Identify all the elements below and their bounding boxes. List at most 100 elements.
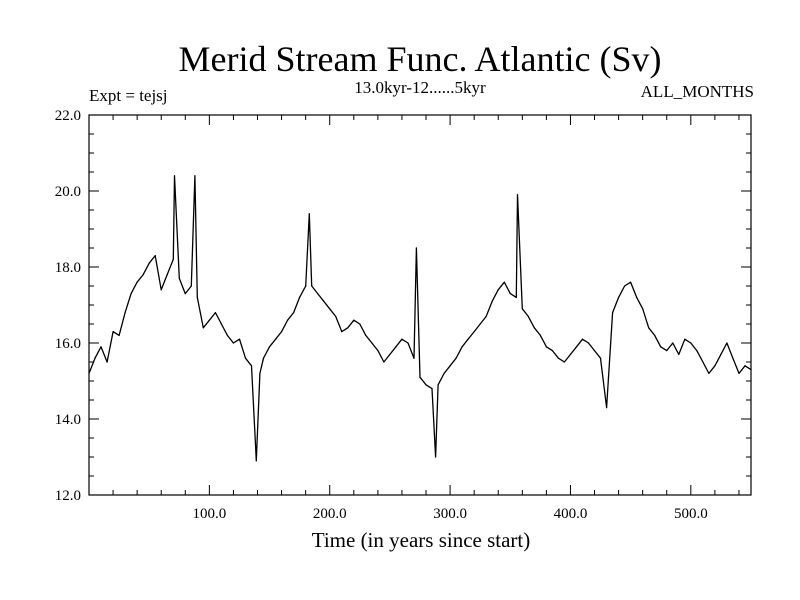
data-point (389, 353, 391, 355)
data-point (714, 365, 716, 367)
data-point (353, 319, 355, 321)
data-point (443, 372, 445, 374)
x-tick-label: 500.0 (674, 506, 708, 522)
data-point (238, 338, 241, 340)
data-point (208, 319, 210, 321)
data-point (473, 331, 475, 333)
data-point (581, 338, 584, 340)
x-tick-label: 200.0 (313, 506, 347, 522)
data-point (166, 274, 168, 276)
data-point (407, 342, 409, 344)
data-point (395, 346, 397, 348)
data-point (202, 327, 204, 329)
data-point (461, 346, 463, 348)
data-point (299, 296, 301, 298)
data-point (449, 365, 451, 367)
data-point (172, 258, 174, 260)
data-point (437, 384, 439, 386)
data-point (359, 323, 361, 325)
data-point (371, 342, 373, 344)
data-point (118, 334, 120, 336)
data-point (750, 369, 752, 371)
data-point (516, 194, 519, 196)
data-point (250, 365, 253, 367)
y-tick-label: 12.0 (55, 488, 81, 504)
x-tick-label: 400.0 (554, 506, 588, 522)
data-point (415, 247, 417, 249)
data-point (341, 331, 343, 333)
data-point (293, 312, 295, 314)
data-point (431, 388, 433, 390)
data-point (720, 353, 722, 355)
data-point (136, 281, 138, 283)
data-point (479, 323, 481, 325)
data-point (262, 357, 265, 359)
data-point (515, 296, 517, 298)
data-point (636, 296, 638, 298)
y-tick-label: 22.0 (55, 108, 81, 124)
data-point (485, 315, 487, 317)
data-point (642, 308, 644, 310)
data-point (599, 357, 602, 359)
data-point (624, 285, 626, 287)
data-point (435, 456, 437, 458)
data-point (268, 346, 271, 348)
data-point (244, 357, 247, 359)
data-point (281, 331, 283, 333)
data-point (593, 350, 596, 352)
data-point (527, 315, 529, 317)
data-point (214, 312, 216, 314)
data-point (618, 296, 620, 298)
data-point (255, 460, 257, 462)
data-point (557, 357, 560, 359)
data-point (287, 319, 289, 321)
data-point (587, 342, 590, 344)
series-line (88, 175, 752, 462)
x-tick-label: 300.0 (433, 506, 467, 522)
data-point (194, 175, 196, 177)
data-point (88, 372, 90, 374)
data-point (732, 357, 734, 359)
data-point (347, 327, 349, 329)
data-point (173, 175, 176, 177)
data-point (467, 338, 469, 340)
x-axis-label: Time (in years since start) (311, 528, 531, 552)
data-point (455, 357, 457, 359)
data-point (575, 346, 578, 348)
data-point (672, 342, 674, 344)
axis-ticks (89, 114, 751, 496)
data-point (654, 334, 656, 336)
data-point (563, 361, 566, 363)
data-point (383, 361, 385, 363)
data-point (311, 285, 313, 287)
data-point (509, 293, 511, 295)
y-tick-label: 18.0 (55, 260, 81, 276)
data-point (738, 372, 740, 374)
y-tick-label: 14.0 (55, 412, 81, 428)
plot-frame (88, 114, 752, 496)
y-tick-label: 20.0 (55, 184, 81, 200)
data-point (94, 357, 96, 359)
data-point (154, 255, 156, 257)
data-point (539, 334, 542, 336)
data-point (545, 346, 548, 348)
data-point (148, 262, 150, 264)
data-point (196, 296, 198, 298)
y-tick-label: 16.0 (55, 336, 81, 352)
data-point (491, 300, 493, 302)
data-point (259, 372, 261, 374)
data-point (503, 281, 505, 283)
data-point (606, 407, 608, 409)
data-point (648, 327, 650, 329)
axis-tick-labels: 12.0 14.0 16.0 18.0 20.0 22.0 100.0 200.0 300.0 4… (55, 108, 708, 522)
data-point (521, 308, 523, 310)
data-point (130, 293, 132, 295)
data-point (377, 350, 379, 352)
data-point (308, 213, 310, 215)
data-point (275, 338, 277, 340)
data-point (612, 312, 614, 314)
data-point (335, 315, 337, 317)
data-point (184, 293, 186, 295)
data-point (413, 357, 415, 359)
